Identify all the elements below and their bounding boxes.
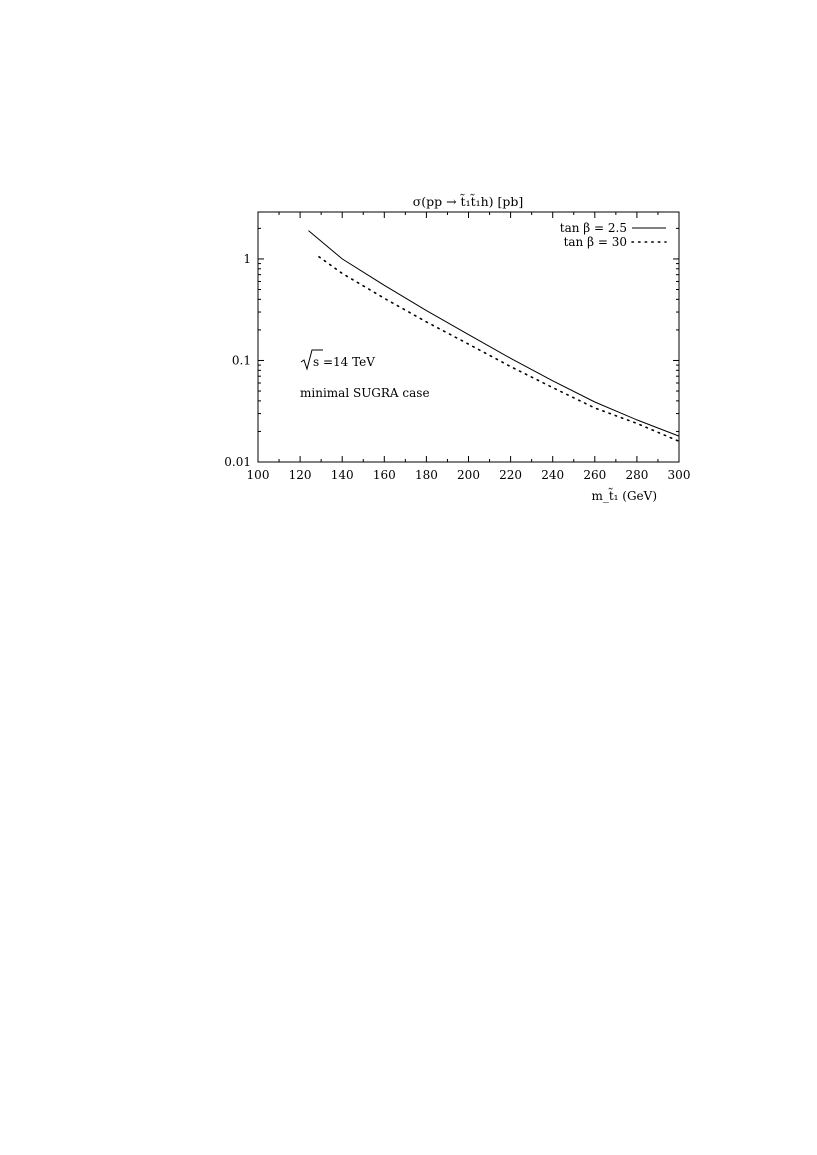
plot-frame <box>257 211 680 463</box>
x-tick-label: 200 <box>457 468 480 482</box>
series-line-tanb-2.5 <box>308 230 680 437</box>
annotation-energy-text: s =14 TeV <box>313 355 375 369</box>
legend-label: tan β = 30 <box>564 235 627 249</box>
y-tick-label: 0.1 <box>232 353 251 367</box>
axis-ticks <box>257 212 680 463</box>
y-tick-label: 0.01 <box>224 455 251 469</box>
y-tick-label: 1 <box>243 252 251 266</box>
sqrt-sign <box>300 349 323 371</box>
series-layer <box>308 230 680 443</box>
x-axis-label-text: m_t̃₁ (GeV) <box>591 487 657 503</box>
x-tick-label: 140 <box>331 468 354 482</box>
x-tick-label: 160 <box>373 468 396 482</box>
annotation-sugra: minimal SUGRA case <box>300 386 430 400</box>
annotation-energy: s =14 TeV <box>300 349 375 371</box>
x-tick-label: 180 <box>415 468 438 482</box>
x-axis-label: m_t̃₁ (GeV) <box>591 487 657 503</box>
x-tick-label: 120 <box>289 468 312 482</box>
x-tick-label: 300 <box>668 468 691 482</box>
x-tick-label: 260 <box>583 468 606 482</box>
x-tick-label: 220 <box>499 468 522 482</box>
axis-tick-labels: 100 120 140 160 180 200 220 240 260 280 300 0.01 0.1… <box>224 252 690 482</box>
x-tick-label: 240 <box>541 468 564 482</box>
series-line-tanb-30 <box>318 256 680 443</box>
legend-label: tan β = 2.5 <box>560 221 627 235</box>
x-tick-label: 280 <box>625 468 648 482</box>
chart-title: σ(pp → t̃₁t̃₁h) [pb] <box>413 193 524 209</box>
x-tick-label: 100 <box>247 468 270 482</box>
annotations: s =14 TeV minimal SUGRA case <box>300 349 430 400</box>
